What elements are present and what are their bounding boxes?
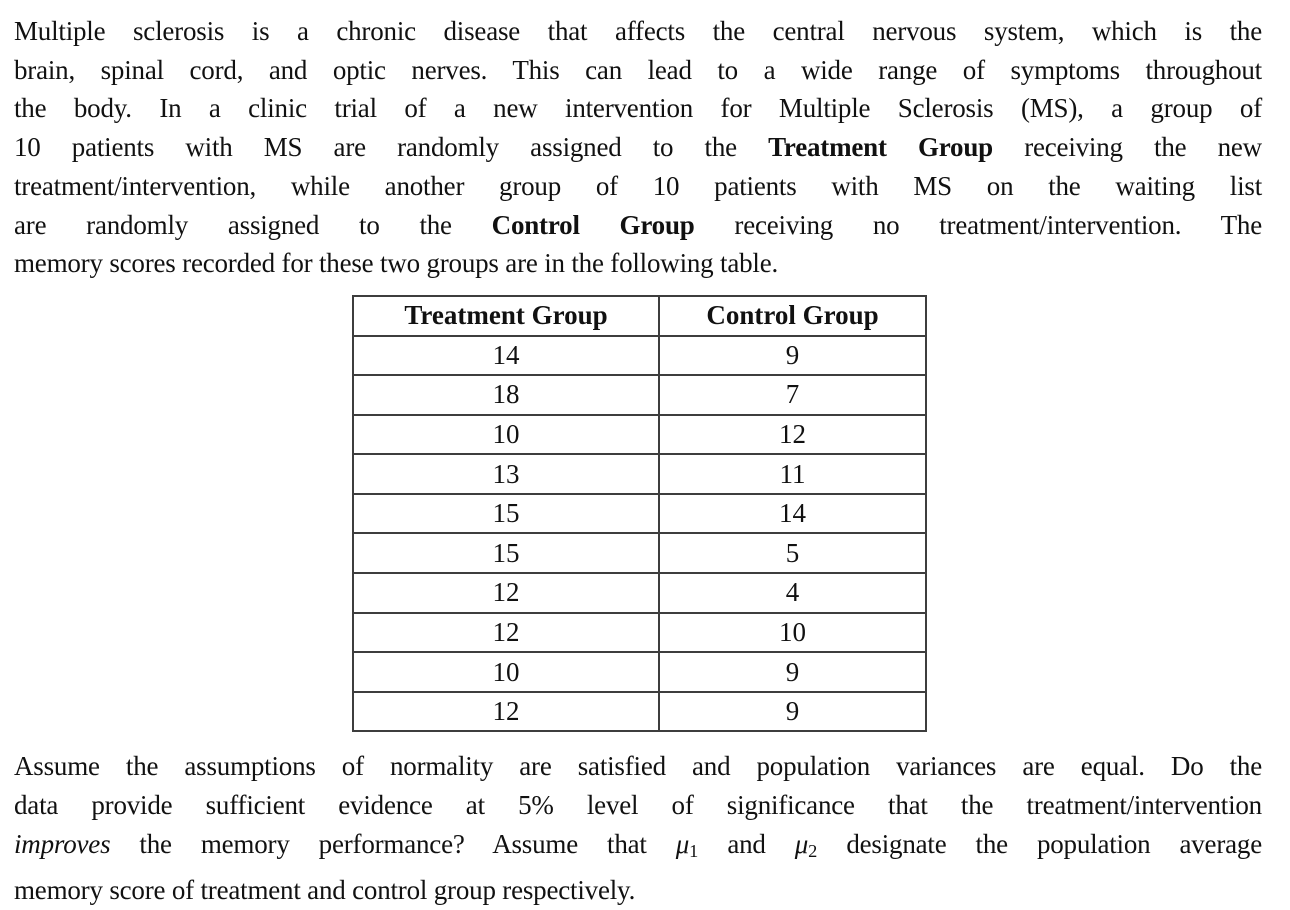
text-segment: receiving no treatment/intervention. The bbox=[694, 209, 1263, 240]
text-segment: the memory performance? Assume that bbox=[110, 828, 676, 859]
text-segment: are randomly assigned to the bbox=[14, 209, 492, 240]
intro-paragraph: Multiple sclerosis is a chronic disease … bbox=[14, 12, 1262, 283]
text-line: improves the memory performance? Assume … bbox=[14, 825, 1262, 871]
score-cell: 9 bbox=[658, 690, 927, 733]
italic-text: improves bbox=[14, 828, 111, 859]
score-cell: 9 bbox=[658, 334, 927, 377]
score-cell: 18 bbox=[352, 374, 660, 416]
text-segment: the body. In a clinic trial of a new int… bbox=[14, 93, 1262, 124]
italic-text: μ bbox=[675, 828, 690, 859]
score-cell: 12 bbox=[352, 572, 660, 614]
text-line: treatment/intervention, while another gr… bbox=[14, 167, 1262, 206]
text-line: memory scores recorded for these two gro… bbox=[14, 244, 1262, 283]
bold-text: Control Group bbox=[491, 209, 695, 240]
table-row: 10 12 bbox=[352, 413, 927, 456]
text-line: Multiple sclerosis is a chronic disease … bbox=[14, 12, 1262, 51]
score-cell: 12 bbox=[658, 413, 927, 456]
score-cell: 14 bbox=[658, 492, 927, 535]
italic-text: μ bbox=[794, 828, 809, 859]
score-cell: 5 bbox=[658, 532, 927, 575]
text-segment: memory score of treatment and control gr… bbox=[14, 874, 636, 905]
text-line: Assume the assumptions of normality are … bbox=[14, 747, 1262, 786]
score-cell: 15 bbox=[352, 492, 660, 535]
column-header: Treatment Group bbox=[352, 294, 660, 337]
score-cell: 12 bbox=[352, 690, 660, 733]
score-cell: 15 bbox=[352, 532, 660, 575]
text-segment: and bbox=[698, 828, 795, 859]
table-row: 14 9 bbox=[352, 334, 927, 377]
score-cell: 10 bbox=[658, 611, 927, 654]
text-line: the body. In a clinic trial of a new int… bbox=[14, 89, 1262, 128]
score-cell: 14 bbox=[352, 334, 660, 377]
bold-text: Treatment Group bbox=[768, 132, 993, 163]
table-row: 15 14 bbox=[352, 492, 927, 535]
text-segment: Multiple sclerosis is a chronic disease … bbox=[14, 16, 1262, 46]
text-segment: receiving the new bbox=[993, 132, 1262, 163]
score-cell: 4 bbox=[658, 572, 927, 614]
table-row: 12 9 bbox=[352, 690, 927, 733]
subscript-text: 2 bbox=[808, 840, 818, 861]
text-line: memory score of treatment and control gr… bbox=[14, 871, 1262, 910]
score-cell: 13 bbox=[352, 453, 660, 495]
score-cell: 11 bbox=[658, 453, 927, 495]
text-line: brain, spinal cord, and optic nerves. Th… bbox=[14, 51, 1262, 90]
score-cell: 10 bbox=[352, 413, 660, 456]
table-row: 12 4 bbox=[352, 572, 927, 614]
text-line: are randomly assigned to the Control Gro… bbox=[14, 206, 1262, 245]
score-cell: 7 bbox=[658, 374, 927, 416]
text-segment: 10 patients with MS are randomly assigne… bbox=[14, 132, 769, 163]
table-row: 15 5 bbox=[352, 532, 927, 575]
score-cell: 10 bbox=[352, 651, 660, 693]
scores-table: Treatment Group Control Group 14 9 18 7 10 12 1… bbox=[352, 294, 927, 733]
text-line: data provide sufficient evidence at 5% l… bbox=[14, 786, 1262, 825]
score-cell: 12 bbox=[352, 611, 660, 654]
score-cell: 9 bbox=[658, 651, 927, 693]
text-segment: designate the population average bbox=[817, 828, 1262, 859]
table-row: 13 11 bbox=[352, 453, 927, 495]
text-line: 10 patients with MS are randomly assigne… bbox=[14, 128, 1262, 167]
subscript-text: 1 bbox=[689, 840, 699, 861]
text-segment: brain, spinal cord, and optic nerves. Th… bbox=[14, 54, 1262, 85]
text-segment: Assume the assumptions of normality are … bbox=[14, 751, 1262, 782]
closing-paragraph: Assume the assumptions of normality are … bbox=[14, 747, 1262, 909]
column-header: Control Group bbox=[658, 294, 927, 337]
table-row: 18 7 bbox=[352, 374, 927, 416]
text-segment: treatment/intervention, while another gr… bbox=[14, 170, 1262, 201]
table-row: 12 10 bbox=[352, 611, 927, 654]
text-segment: memory scores recorded for these two gro… bbox=[14, 248, 779, 279]
table-row: 10 9 bbox=[352, 651, 927, 693]
table-header-row: Treatment Group Control Group bbox=[352, 294, 927, 337]
text-segment: data provide sufficient evidence at 5% l… bbox=[14, 790, 1262, 821]
